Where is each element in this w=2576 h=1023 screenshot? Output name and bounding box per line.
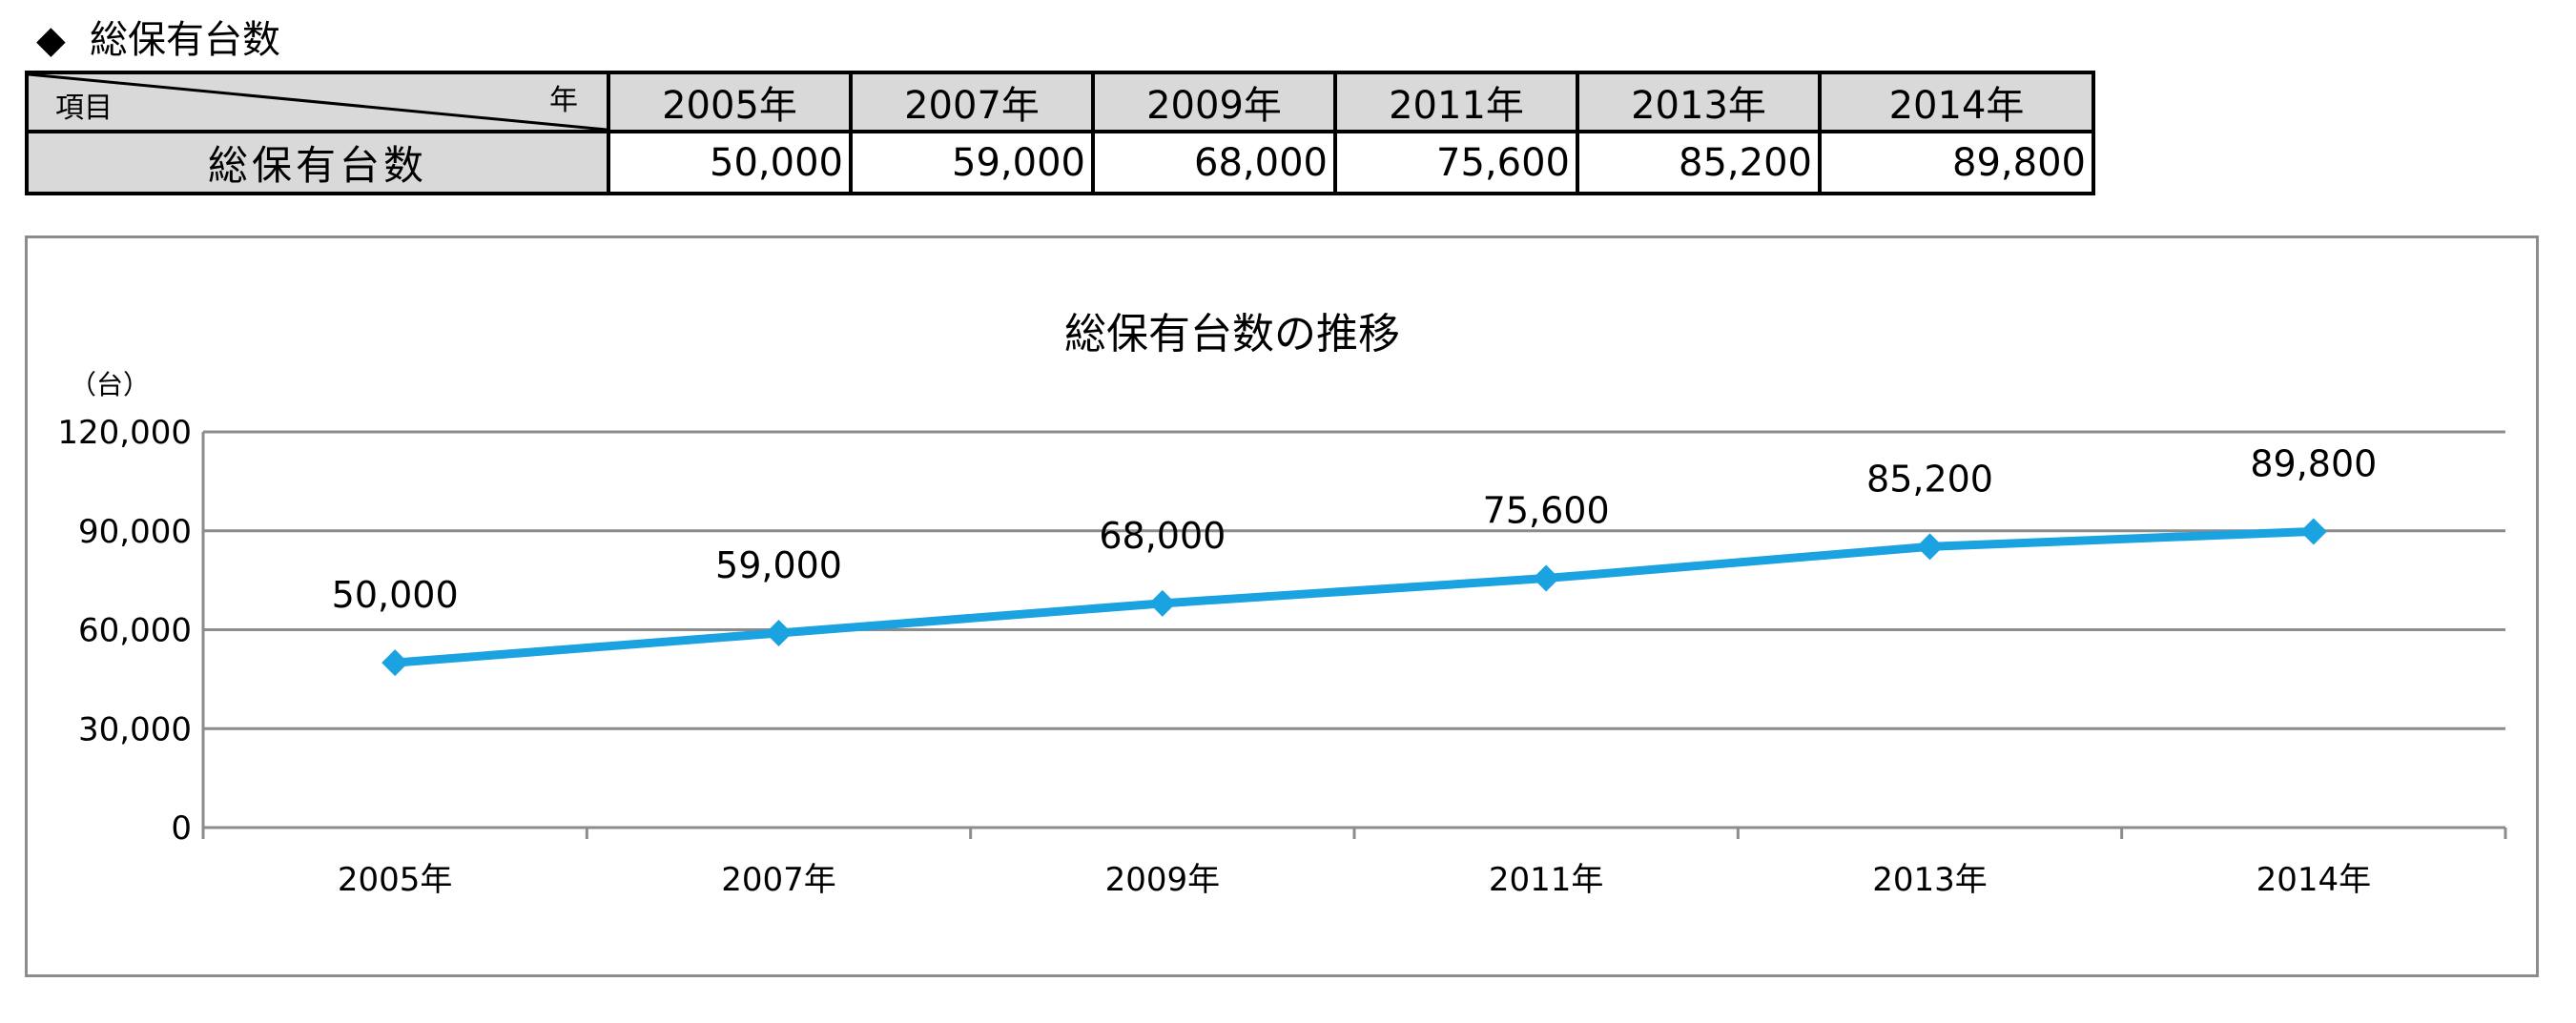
chart-title: 総保有台数の推移: [1064, 310, 1400, 358]
corner-item-label: 項目: [55, 92, 113, 125]
gridlines: [203, 430, 2505, 730]
x-tick-label: 2013年: [1872, 861, 1988, 899]
x-tick-label: 2007年: [721, 861, 836, 899]
data-series: [381, 518, 2327, 677]
section-heading-text: 総保有台数: [90, 18, 280, 62]
y-tick-label: 0: [171, 809, 192, 848]
year-header-cell: 2014年: [1818, 71, 2095, 133]
value-cell: 59,000: [849, 130, 1095, 195]
data-point-marker: [2299, 518, 2327, 545]
data-table: 項目 年 2005年 2007年 2009年 2011年 2013年 2014年…: [25, 71, 2095, 195]
year-header-cell: 2009年: [1091, 71, 1337, 133]
data-label: 59,000: [715, 544, 842, 586]
data-labels: 50,000 59,000 68,000 75,600 85,200 89,800: [332, 442, 2378, 616]
y-axis-unit-label: （台）: [70, 369, 150, 400]
data-label: 50,000: [332, 574, 459, 616]
table-row: 総保有台数 50,000 59,000 68,000 75,600 85,200…: [25, 130, 2095, 195]
year-header-cell: 2005年: [607, 71, 853, 133]
year-header-cell: 2007年: [849, 71, 1095, 133]
value-cell: 75,600: [1333, 130, 1579, 195]
diamond-bullet-icon: ◆: [36, 18, 66, 62]
x-tick-label: 2009年: [1105, 861, 1221, 899]
corner-year-label: 年: [549, 84, 578, 117]
data-point-marker: [765, 619, 793, 646]
table-corner-cell: 項目 年: [25, 71, 610, 133]
data-point-marker: [381, 649, 409, 677]
table-header-row: 項目 年 2005年 2007年 2009年 2011年 2013年 2014年: [25, 71, 2095, 133]
year-header-cell: 2011年: [1333, 71, 1579, 133]
data-label: 85,200: [1866, 458, 1993, 500]
y-tick-label: 60,000: [78, 612, 192, 650]
data-point-marker: [1148, 589, 1176, 617]
axes: 0 30,000 60,000 90,000 120,000 2005年 2007年 2009…: [57, 414, 2507, 899]
data-label: 89,800: [2250, 442, 2377, 484]
x-tick-label: 2014年: [2257, 861, 2372, 899]
y-tick-label: 30,000: [78, 710, 192, 748]
y-tick-label: 90,000: [78, 513, 192, 551]
data-label: 75,600: [1483, 490, 1610, 532]
value-cell: 50,000: [607, 130, 853, 195]
x-tick-label: 2011年: [1489, 861, 1604, 899]
y-tick-label: 120,000: [57, 414, 192, 452]
diagonal-divider: [29, 74, 607, 130]
year-header-cell: 2013年: [1576, 71, 1822, 133]
value-cell: 89,800: [1818, 130, 2095, 195]
data-label: 68,000: [1099, 515, 1226, 557]
chart-frame: 総保有台数の推移 （台） 0 30,000 60,000 90,000 120,000 2…: [25, 235, 2539, 977]
data-point-marker: [1916, 533, 1944, 561]
series-line: [394, 526, 2315, 667]
data-point-marker: [1533, 564, 1560, 592]
line-chart: 総保有台数の推移 （台） 0 30,000 60,000 90,000 120,000 2…: [57, 310, 2507, 899]
x-tick-label: 2005年: [338, 861, 453, 899]
section-heading: ◆ 総保有台数: [36, 13, 280, 67]
value-cell: 68,000: [1091, 130, 1337, 195]
value-cell: 85,200: [1576, 130, 1822, 195]
row-label-cell: 総保有台数: [25, 130, 610, 195]
